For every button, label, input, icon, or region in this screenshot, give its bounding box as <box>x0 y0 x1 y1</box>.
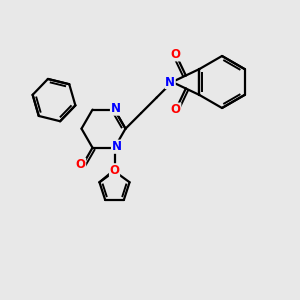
Text: O: O <box>171 48 181 61</box>
Text: O: O <box>76 158 85 171</box>
Text: N: N <box>112 140 122 153</box>
Text: O: O <box>110 164 119 177</box>
Text: N: N <box>110 102 121 115</box>
Text: O: O <box>171 103 181 116</box>
Text: N: N <box>165 76 175 88</box>
